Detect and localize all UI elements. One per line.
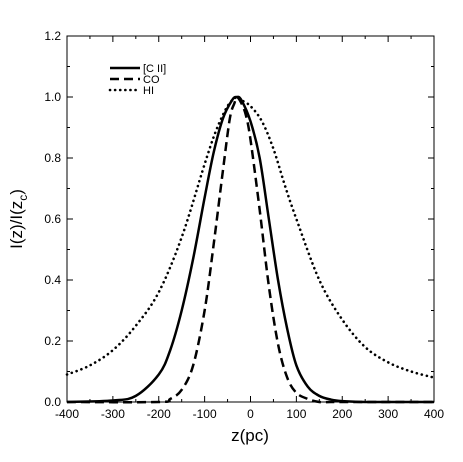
x-tick-label: -100 — [193, 407, 217, 421]
plot-frame — [66, 35, 435, 403]
y-tick-label: 0.2 — [44, 334, 61, 348]
y-axis-label-subscript: c — [16, 195, 30, 201]
series-layer — [65, 95, 436, 404]
y-tick-label: 0.8 — [44, 151, 61, 165]
y-tick-label: 0.4 — [44, 273, 61, 287]
x-tick-label: 0 — [247, 407, 254, 421]
x-tick-label: -200 — [147, 407, 171, 421]
x-axis-label: z(pc) — [231, 426, 269, 445]
series-line-1 — [66, 95, 434, 404]
x-tick-label: 100 — [286, 407, 306, 421]
series-line-0 — [66, 95, 434, 404]
legend-label-1: CO — [143, 74, 160, 86]
tick-labels: -400 -300 -200 -100 0 100 200 300 400 0.0 0.2 0.4 0.… — [44, 29, 444, 421]
series-line-2 — [65, 95, 436, 379]
legend-label-0: [C II] — [143, 63, 166, 75]
x-tick-label: 400 — [424, 407, 444, 421]
x-tick-label: 300 — [378, 407, 398, 421]
y-tick-label: 1.0 — [44, 90, 61, 104]
axis-ticks — [66, 35, 435, 403]
y-tick-label: 0.0 — [44, 395, 61, 409]
x-tick-label: -400 — [55, 407, 79, 421]
legend-label-2: HI — [143, 85, 154, 97]
y-tick-label: 0.6 — [44, 212, 61, 226]
y-tick-label: 1.2 — [44, 29, 61, 43]
y-axis-label: I(z)/I(zc) — [7, 189, 30, 249]
x-tick-label: 200 — [332, 407, 352, 421]
x-tick-label: -300 — [101, 407, 125, 421]
